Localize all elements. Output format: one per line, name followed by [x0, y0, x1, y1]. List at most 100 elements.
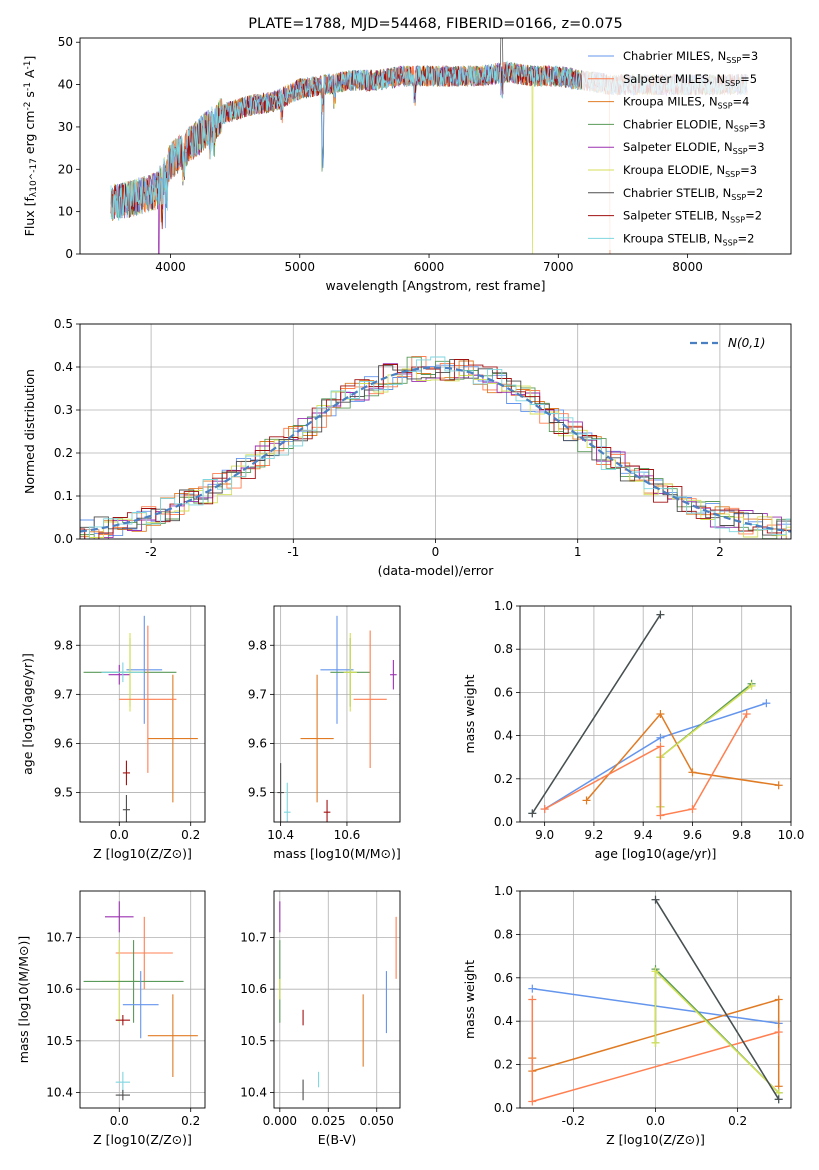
legend-entry: Salpeter MILES, NSSP=5	[623, 72, 757, 88]
y-tick-label: 20	[58, 162, 73, 176]
y-tick-label: 10.4	[240, 1086, 267, 1100]
x-axis-label: Z [log10(Z/Z⊙)]	[93, 1132, 192, 1147]
axes-frame	[519, 890, 792, 1109]
y-tick-label: 0.4	[494, 1014, 513, 1028]
weight-point	[774, 1095, 783, 1104]
weight-point	[774, 781, 783, 790]
y-tick-label: 0.8	[494, 927, 513, 941]
x-tick-label: 1	[574, 545, 582, 559]
weight-point	[582, 796, 591, 805]
y-tick-label: 10.7	[46, 931, 73, 945]
x-tick-label: -1	[287, 545, 299, 559]
x-tick-label: 0.000	[263, 1114, 297, 1128]
y-tick-label: 0.3	[54, 403, 73, 417]
x-axis-label: Z [log10(Z/Z⊙)]	[606, 1132, 705, 1147]
y-tick-label: 9.7	[54, 687, 73, 701]
panel-age-vs-weight: 9.0 9.2 9.4 9.6 9.8 10.0 0.0 0.2 0.4 0.6 0.8 1.0 age…	[462, 599, 804, 861]
plot-area	[279, 901, 397, 1101]
x-tick-label: 0.025	[311, 1114, 345, 1128]
panel-ebv-vs-mass: 0.000 0.025 0.050 10.4 10.5 10.6 10.7 E(B-V)	[240, 890, 401, 1147]
x-tick-label: -0.2	[562, 1114, 585, 1128]
normal-curve	[80, 366, 791, 533]
plot-area	[83, 901, 198, 1101]
y-tick-label: 9.7	[248, 687, 267, 701]
x-tick-label: 0.2	[728, 1114, 747, 1128]
legend-entry: Chabrier MILES, NSSP=3	[623, 49, 758, 65]
weight-point	[528, 809, 537, 818]
panel-z-vs-mass: 0.0 0.2 10.4 10.5 10.6 10.7 Z [log10(Z/Z⊙)] mas…	[16, 890, 206, 1147]
x-tick-label: 9.2	[584, 828, 603, 842]
axes-frame	[79, 37, 792, 255]
y-tick-label: 1.0	[494, 884, 513, 898]
panel-z-vs-weight: -0.2 0.0 0.2 0.0 0.2 0.4 0.6 0.8 1.0 Z [log10(Z/Z…	[462, 884, 792, 1147]
legend-entry: Chabrier STELIB, NSSP=2	[623, 186, 763, 202]
weight-point	[656, 710, 665, 718]
legend-entry: Salpeter ELODIE, NSSP=3	[623, 140, 765, 156]
x-tick-label: 10.4	[267, 828, 294, 842]
y-tick-label: 9.6	[248, 736, 267, 750]
histogram-series-7	[80, 359, 791, 539]
weight-point	[742, 710, 751, 718]
weight-point	[651, 1038, 660, 1047]
weight-line-6	[531, 614, 662, 814]
y-tick-label: 0.2	[494, 1058, 513, 1072]
y-tick-label: 0.0	[54, 532, 73, 546]
x-tick-label: 0.050	[360, 1114, 394, 1128]
y-tick-label: 50	[58, 35, 73, 49]
y-tick-label: 10.5	[240, 1034, 267, 1048]
x-axis-label: age [log10(age/yr)]	[595, 846, 717, 861]
axes-frame	[519, 605, 792, 823]
axes-frame	[273, 890, 401, 1109]
x-tick-label: 0.2	[181, 1114, 200, 1128]
y-tick-label: 0.6	[494, 685, 513, 699]
weight-point	[528, 984, 537, 993]
legend-entry: Kroupa ELODIE, NSSP=3	[623, 163, 757, 179]
axes-frame	[79, 605, 206, 823]
plot-area	[80, 356, 791, 539]
weight-point	[688, 805, 697, 814]
weight-point	[656, 742, 665, 751]
x-tick-label: 0.0	[110, 1114, 129, 1128]
legend: Chabrier MILES, NSSP=3 Salpeter MILES, NS…	[582, 44, 786, 250]
legend-box	[582, 44, 786, 250]
x-tick-label: 0.0	[646, 1114, 665, 1128]
x-tick-label: 8000	[672, 260, 703, 274]
weight-line-5	[654, 969, 780, 1094]
y-tick-label: 10.7	[240, 931, 267, 945]
histogram-series-8	[80, 356, 791, 539]
x-tick-label: 9.6	[683, 828, 702, 842]
x-tick-label: 9.4	[634, 828, 653, 842]
axes-frame	[273, 605, 401, 823]
x-tick-label: 0	[432, 545, 440, 559]
y-tick-label: 0.4	[494, 729, 513, 743]
panel-mass-vs-age: 10.4 10.6 9.5 9.6 9.7 9.8 mass [log10(M/M⊙)]	[248, 605, 401, 861]
y-tick-label: 10	[58, 205, 73, 219]
x-tick-label: 5000	[284, 260, 315, 274]
weight-point	[651, 895, 660, 904]
weight-point	[656, 610, 665, 619]
y-tick-label: 40	[58, 78, 73, 92]
weight-point	[656, 811, 665, 820]
x-tick-label: 2	[716, 545, 724, 559]
x-tick-label: 9.0	[535, 828, 554, 842]
x-tick-label: 10.6	[334, 828, 361, 842]
y-axis-label: Normed distribution	[22, 369, 37, 494]
weight-line-5	[659, 685, 753, 807]
x-tick-label: 0.2	[181, 828, 200, 842]
y-axis-label: Flux [fλ10^-17 erg cm-2 s-1 A-1]	[22, 56, 39, 237]
x-axis-label: wavelength [Angstrom, rest frame]	[325, 278, 545, 293]
y-tick-label: 9.8	[54, 638, 73, 652]
panel-z-vs-age: 0.0 0.2 9.5 9.6 9.7 9.8 Z [log10(Z/Z⊙)] age [lo…	[20, 605, 206, 861]
axes-frame	[79, 890, 206, 1109]
x-axis-label: E(B-V)	[318, 1132, 357, 1147]
weight-point	[528, 995, 537, 1004]
legend-entry: N(0,1)	[728, 336, 765, 350]
weight-point	[540, 805, 549, 814]
y-axis-label: mass [log10(M/M⊙)]	[16, 936, 31, 1064]
y-tick-label: 0.4	[54, 360, 73, 374]
weight-line-3	[659, 683, 753, 807]
y-tick-label: 0.1	[54, 489, 73, 503]
legend: N(0,1)	[690, 336, 765, 350]
y-tick-label: 9.8	[248, 638, 267, 652]
weight-point	[747, 681, 756, 690]
